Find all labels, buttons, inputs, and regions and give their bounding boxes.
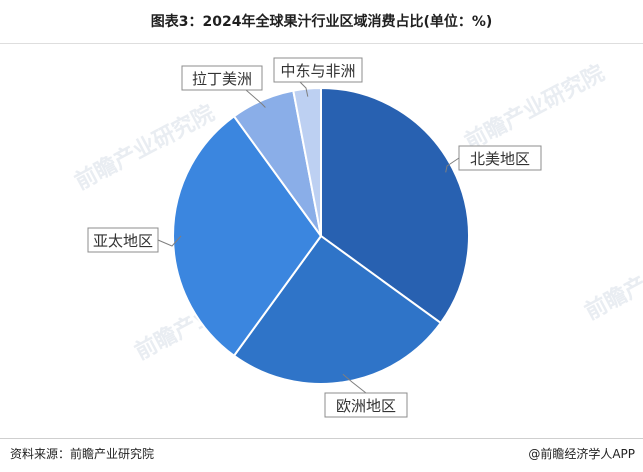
pie-slice-1	[320, 86, 470, 325]
pie-slice-3	[172, 114, 323, 358]
callout-line-5	[299, 81, 309, 97]
label-box-3	[87, 227, 159, 253]
chart-title: 图表3：2024年全球果汁行业区域消费占比(单位：%)	[150, 14, 493, 30]
label-box-1	[458, 145, 542, 171]
slice-label-2: 欧洲地区	[336, 397, 396, 415]
callout-line-1	[445, 157, 460, 173]
credit-note: @前瞻经济学人APP	[528, 447, 635, 461]
label-box-5	[273, 57, 363, 83]
slice-label-3: 亚太地区	[93, 232, 153, 250]
pie-slice-5	[292, 86, 322, 237]
callout-line-4	[245, 89, 266, 108]
label-box-4	[181, 65, 263, 91]
callout-line-2	[342, 373, 367, 394]
pie-chart: 前瞻产业研究院 前瞻产业研究院 前瞻产业研究院 前瞻产业研究院 北美地区欧洲地区…	[71, 57, 643, 418]
pie-slice-2	[232, 234, 443, 385]
title-divider	[0, 43, 643, 44]
callout-line-3	[157, 235, 182, 247]
slice-label-5: 中东与非洲	[280, 62, 355, 80]
watermark-1: 前瞻产业研究院	[461, 60, 609, 155]
watermark-4: 前瞻产业研究院	[581, 230, 643, 325]
footer-divider	[0, 438, 643, 439]
pie-callouts	[157, 81, 460, 394]
slice-label-1: 北美地区	[470, 150, 530, 168]
label-box-2	[324, 392, 408, 418]
pie-slices	[172, 86, 470, 385]
slice-label-4: 拉丁美洲	[192, 70, 252, 88]
source-note: 资料来源：前瞻产业研究院	[10, 447, 155, 461]
